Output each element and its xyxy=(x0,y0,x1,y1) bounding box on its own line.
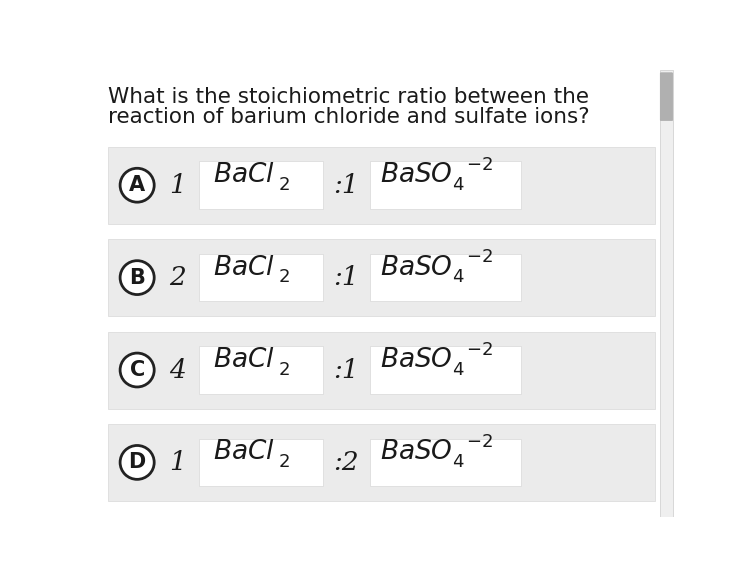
FancyBboxPatch shape xyxy=(108,332,655,408)
Text: $-2$: $-2$ xyxy=(466,340,493,358)
Text: $\mathit{4}$: $\mathit{4}$ xyxy=(452,176,464,194)
Text: reaction of barium chloride and sulfate ions?: reaction of barium chloride and sulfate … xyxy=(108,107,590,127)
Text: 2: 2 xyxy=(169,265,186,290)
Text: $-2$: $-2$ xyxy=(466,156,493,174)
FancyBboxPatch shape xyxy=(108,424,655,501)
FancyBboxPatch shape xyxy=(200,439,323,486)
Text: $\mathit{2}$: $\mathit{2}$ xyxy=(278,453,290,471)
FancyBboxPatch shape xyxy=(200,162,323,209)
Text: B: B xyxy=(129,268,145,288)
Text: $\mathit{BaSO}$: $\mathit{BaSO}$ xyxy=(380,254,453,279)
Circle shape xyxy=(120,261,154,295)
FancyBboxPatch shape xyxy=(660,73,673,120)
Text: 1: 1 xyxy=(169,173,186,198)
Text: D: D xyxy=(128,453,146,472)
Circle shape xyxy=(120,353,154,387)
FancyBboxPatch shape xyxy=(108,147,655,224)
Text: 1: 1 xyxy=(169,450,186,475)
FancyBboxPatch shape xyxy=(370,439,520,486)
Text: $-2$: $-2$ xyxy=(466,248,493,266)
Text: A: A xyxy=(129,175,146,195)
Text: $\mathit{2}$: $\mathit{2}$ xyxy=(278,176,290,194)
Text: What is the stoichiometric ratio between the: What is the stoichiometric ratio between… xyxy=(108,87,589,107)
Text: :1: :1 xyxy=(334,357,359,382)
FancyBboxPatch shape xyxy=(370,162,520,209)
Text: :2: :2 xyxy=(334,450,359,475)
FancyBboxPatch shape xyxy=(659,70,674,517)
Text: $\mathit{BaSO}$: $\mathit{BaSO}$ xyxy=(380,347,453,372)
Text: $\mathit{4}$: $\mathit{4}$ xyxy=(452,453,464,471)
Text: :1: :1 xyxy=(334,265,359,290)
Text: $\mathit{2}$: $\mathit{2}$ xyxy=(278,268,290,286)
Text: $\mathit{BaSO}$: $\mathit{BaSO}$ xyxy=(380,439,453,464)
Text: $\mathit{BaSO}$: $\mathit{BaSO}$ xyxy=(380,162,453,187)
Text: :1: :1 xyxy=(334,173,359,198)
FancyBboxPatch shape xyxy=(200,346,323,394)
Text: $\mathit{4}$: $\mathit{4}$ xyxy=(452,361,464,379)
FancyBboxPatch shape xyxy=(370,254,520,302)
Circle shape xyxy=(120,446,154,479)
Text: $\mathit{4}$: $\mathit{4}$ xyxy=(452,268,464,286)
FancyBboxPatch shape xyxy=(108,239,655,316)
Text: $\mathit{BaCl}$: $\mathit{BaCl}$ xyxy=(213,162,275,187)
Text: $\mathit{2}$: $\mathit{2}$ xyxy=(278,361,290,379)
Circle shape xyxy=(120,168,154,202)
Text: 4: 4 xyxy=(169,357,186,382)
FancyBboxPatch shape xyxy=(370,346,520,394)
Text: $-2$: $-2$ xyxy=(466,433,493,451)
Text: $\mathit{BaCl}$: $\mathit{BaCl}$ xyxy=(213,347,275,372)
Text: C: C xyxy=(130,360,145,380)
Text: $\mathit{BaCl}$: $\mathit{BaCl}$ xyxy=(213,254,275,279)
Text: $\mathit{BaCl}$: $\mathit{BaCl}$ xyxy=(213,439,275,464)
FancyBboxPatch shape xyxy=(200,254,323,302)
